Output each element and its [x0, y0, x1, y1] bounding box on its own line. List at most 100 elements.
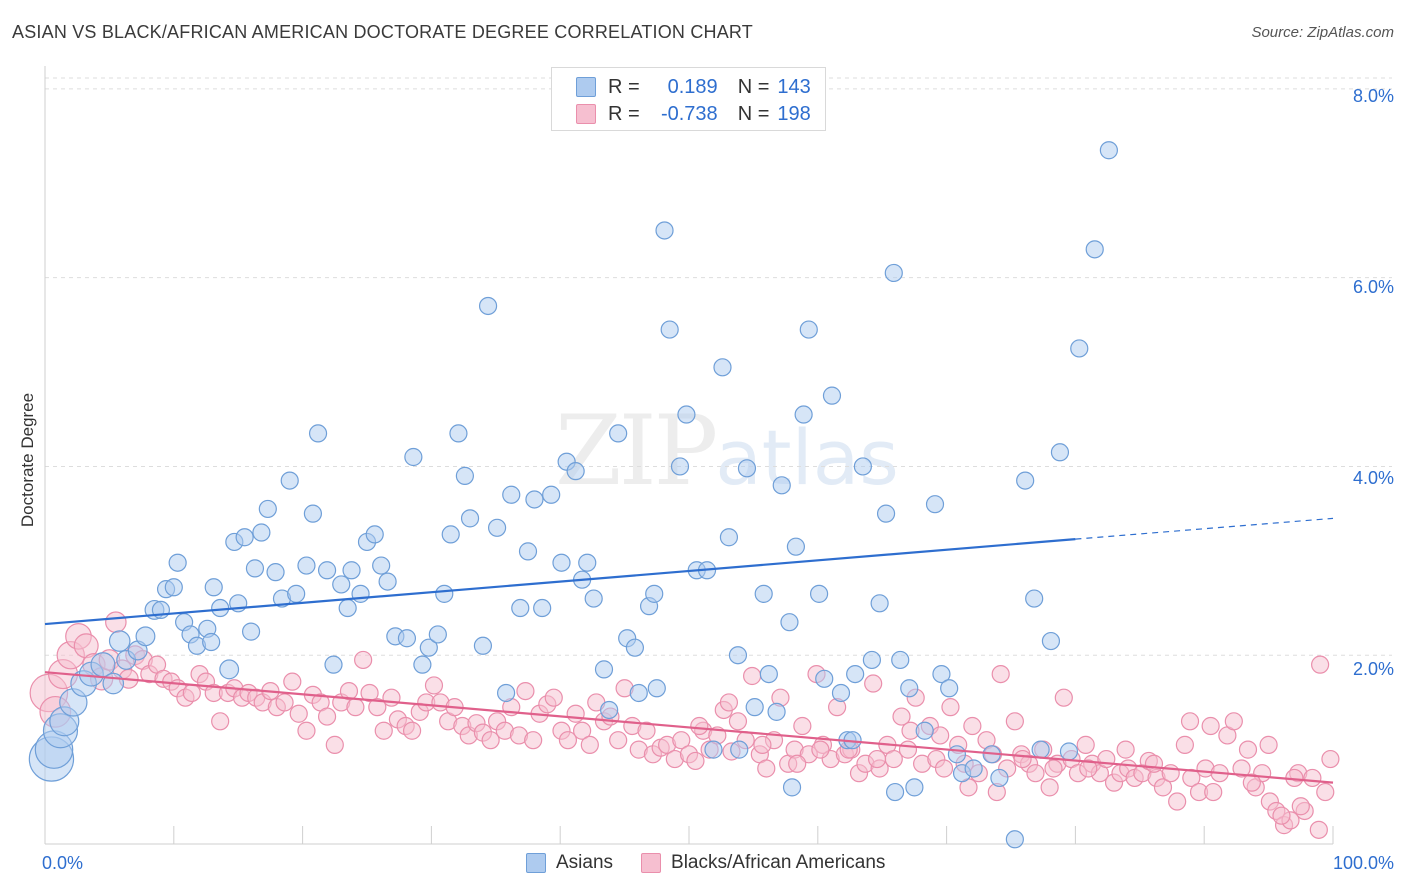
black-point: [672, 731, 691, 750]
asian-point: [351, 584, 370, 603]
asian-point: [780, 613, 799, 632]
black-point: [1224, 712, 1243, 731]
black-point: [637, 721, 656, 740]
black-point: [1040, 778, 1059, 797]
asian-point: [915, 721, 934, 740]
asian-point: [518, 542, 538, 561]
asian-point: [219, 659, 240, 680]
asian-point: [297, 556, 316, 575]
asian-point: [378, 572, 397, 591]
asian-point: [303, 504, 323, 523]
asian-point: [645, 584, 664, 603]
asian-point: [460, 509, 480, 528]
black-point: [339, 681, 359, 701]
black-point: [1238, 740, 1258, 759]
asian-point: [108, 630, 131, 652]
asian-point: [754, 584, 773, 603]
x-tick-label-max: 100.0%: [1332, 853, 1394, 873]
black-point: [1303, 768, 1322, 788]
asian-point: [211, 598, 230, 618]
asian-point: [428, 625, 447, 644]
black-point: [1175, 735, 1194, 754]
black-point: [1153, 778, 1173, 797]
asian-point: [660, 320, 679, 339]
black-point: [424, 676, 444, 695]
black-point: [558, 731, 578, 750]
asian-point: [629, 683, 648, 703]
black-point: [811, 740, 830, 759]
asian-point: [809, 584, 829, 603]
asian-point: [164, 578, 183, 597]
asian-point: [266, 563, 285, 582]
watermark-atlas: atlas: [715, 413, 899, 502]
black-point: [1116, 740, 1135, 759]
asian-point: [1099, 141, 1118, 160]
asian-point: [905, 778, 924, 797]
black-point: [898, 740, 918, 759]
asian-point: [655, 221, 674, 240]
asian-point: [280, 471, 299, 490]
legend-n-value: 198: [777, 102, 811, 125]
asian-point: [533, 598, 552, 618]
asian-point: [794, 405, 813, 424]
black-point: [374, 721, 393, 740]
black-point: [1005, 712, 1024, 731]
asian-point: [135, 626, 156, 647]
x-tick-label-min: 0.0%: [42, 853, 84, 873]
asian-point: [542, 485, 561, 504]
asian-point: [245, 559, 265, 578]
black-point: [1321, 749, 1340, 769]
black-point: [1311, 655, 1330, 674]
black-point: [941, 698, 960, 717]
asian-point: [324, 655, 343, 674]
black-point: [1232, 759, 1251, 778]
black-point: [1259, 735, 1278, 754]
black-point: [368, 698, 387, 717]
asian-point: [413, 655, 432, 674]
black-point: [360, 683, 379, 703]
asian-point: [566, 462, 585, 481]
black-point: [864, 674, 883, 693]
black-point: [325, 735, 344, 754]
legend-swatch-blacks: [576, 104, 596, 124]
legend-item-asians[interactable]: Asians: [526, 852, 613, 874]
black-point: [275, 693, 294, 712]
asian-point: [473, 636, 493, 655]
series-black-points: [29, 611, 1340, 839]
asian-point: [772, 476, 791, 495]
asian-point: [940, 679, 959, 698]
y-tick-label-8: 8.0%: [1352, 86, 1394, 106]
asian-point: [647, 679, 666, 698]
asian-point: [1005, 830, 1024, 849]
black-point: [105, 611, 127, 633]
asian-point: [831, 683, 851, 703]
asian-point: [846, 664, 865, 684]
asian-point: [990, 768, 1009, 788]
asian-point: [487, 518, 507, 537]
black-point: [1144, 754, 1164, 773]
asian-point: [235, 528, 254, 547]
legend-r-value: -0.738: [660, 102, 718, 125]
asian-point: [497, 683, 516, 703]
asian-point: [525, 490, 544, 509]
black-point: [346, 698, 365, 717]
asian-point: [1050, 443, 1070, 462]
legend-r-value: 0.189: [667, 75, 718, 98]
asian-point: [552, 553, 571, 572]
asian-point: [759, 664, 778, 684]
asian-point: [338, 598, 357, 618]
asian-point: [478, 296, 498, 316]
black-point: [753, 735, 772, 754]
asian-point: [964, 759, 983, 778]
black-point: [793, 716, 812, 736]
black-point: [991, 664, 1010, 684]
asian-point: [419, 638, 438, 657]
asian-point: [782, 778, 802, 797]
asian-point: [728, 646, 748, 665]
black-point: [1076, 735, 1095, 754]
trend-line-asians-extension: [1075, 517, 1334, 540]
legend-row-asians: R = 0.189 N = 143: [576, 75, 811, 99]
legend-item-blacks[interactable]: Blacks/African Americans: [641, 852, 885, 874]
asian-point: [584, 589, 603, 608]
asian-point: [449, 424, 468, 443]
